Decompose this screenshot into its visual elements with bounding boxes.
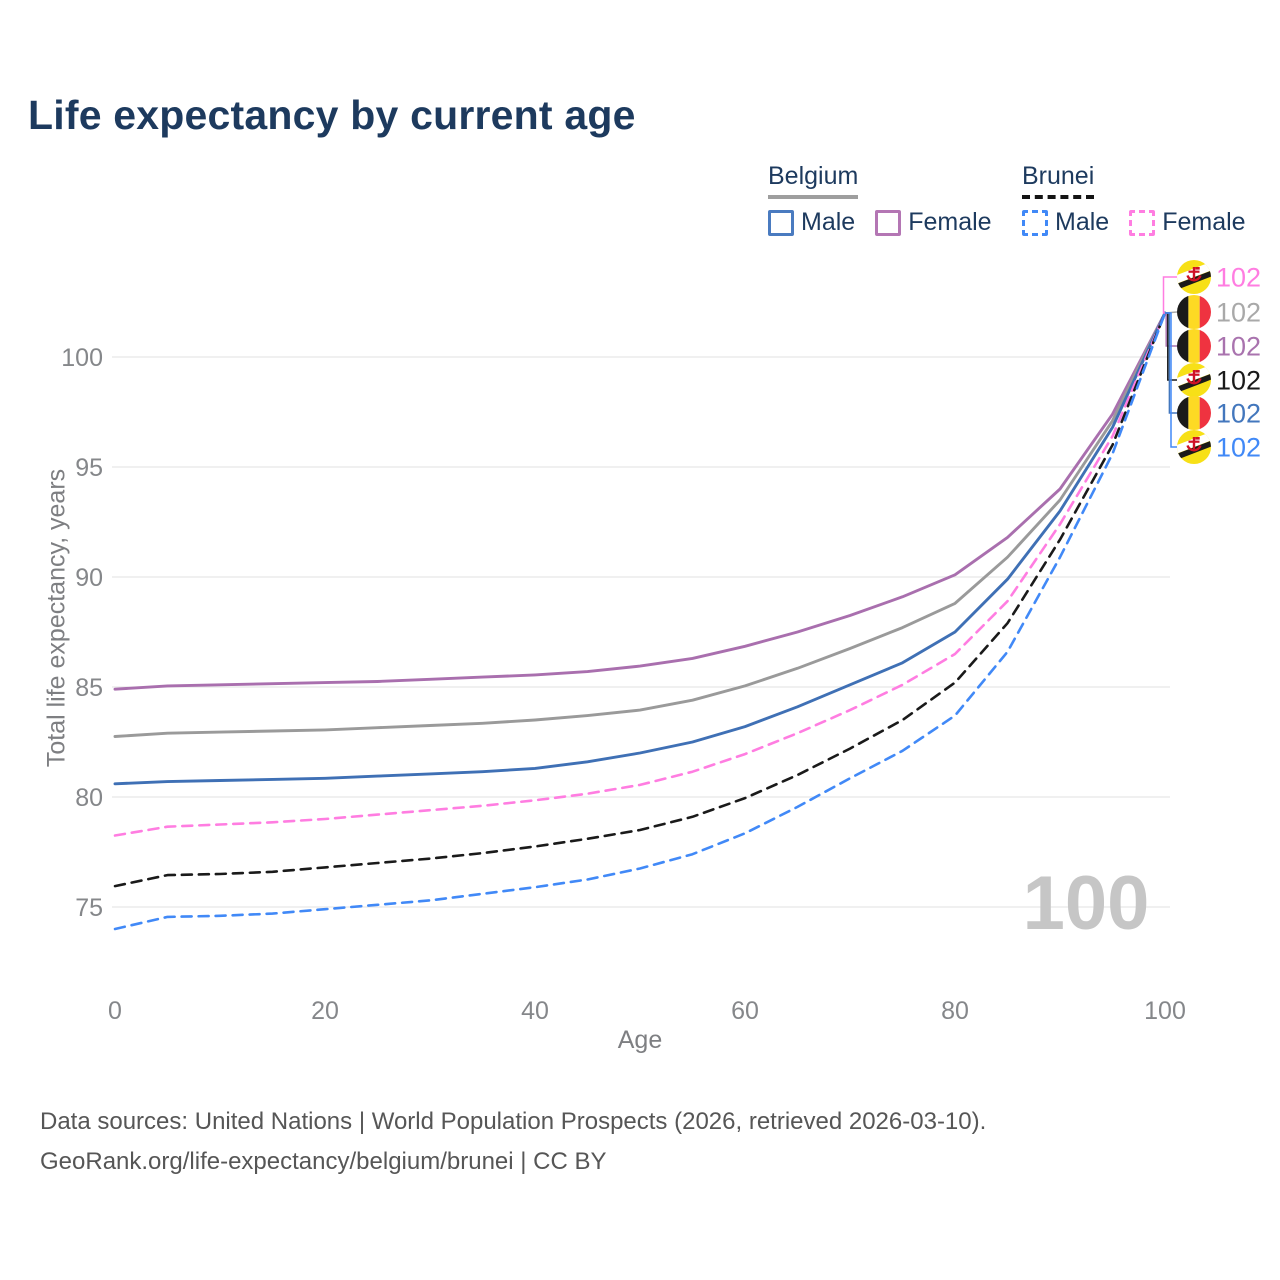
end-value-label-brunei-female[interactable]: 102 — [1216, 263, 1261, 293]
x-tick-label-100: 100 — [1144, 997, 1186, 1025]
series-line-belgium-female[interactable] — [113, 311, 1167, 691]
x-tick-label-80: 80 — [941, 997, 969, 1025]
brunei-flag-icon — [1177, 260, 1211, 294]
belgium-flag-icon — [1177, 396, 1211, 430]
end-value-label-brunei[interactable]: 102 — [1216, 366, 1261, 396]
end-value-label-belgium[interactable]: 102 — [1216, 298, 1261, 328]
leader-line-brunei-female — [1162, 276, 1177, 314]
footer-source: Data sources: United Nations | World Pop… — [40, 1108, 987, 1135]
legend-label-belgium-male[interactable]: Male — [801, 208, 856, 236]
leader-line-brunei-male — [1165, 312, 1177, 448]
x-tick-label-20: 20 — [311, 997, 339, 1025]
legend-swatch-brunei-female[interactable] — [1129, 209, 1156, 236]
series-line-brunei-all[interactable] — [113, 311, 1167, 888]
y-tick-label-75: 75 — [75, 894, 103, 922]
legend-country-brunei[interactable]: Brunei — [1022, 162, 1095, 199]
end-value-label-brunei-male[interactable]: 102 — [1216, 433, 1261, 463]
x-tick-label-60: 60 — [731, 997, 759, 1025]
legend-label-belgium-female[interactable]: Female — [908, 208, 992, 236]
legend-group-brunei: Brunei Male Female — [1022, 162, 1266, 237]
legend-label-brunei-male[interactable]: Male — [1055, 208, 1110, 236]
series-line-belgium-male[interactable] — [113, 311, 1167, 786]
brunei-flag-icon — [1177, 430, 1211, 464]
brunei-emblem — [1186, 370, 1202, 385]
legend-swatch-brunei-male[interactable] — [1022, 209, 1048, 236]
y-tick-label-90: 90 — [75, 564, 103, 592]
series-line-brunei-female[interactable] — [113, 311, 1167, 837]
brunei-emblem — [1186, 437, 1202, 452]
end-value-label-belgium-male[interactable]: 102 — [1216, 399, 1261, 429]
x-tick-label-40: 40 — [521, 997, 549, 1025]
legend-swatch-belgium-female[interactable] — [875, 209, 902, 236]
footer-attribution[interactable]: GeoRank.org/life-expectancy/belgium/brun… — [40, 1148, 607, 1175]
x-axis-title: Age — [617, 1026, 663, 1054]
y-tick-label-95: 95 — [75, 454, 103, 482]
y-tick-label-100: 100 — [61, 344, 103, 372]
y-tick-label-85: 85 — [75, 674, 103, 702]
brunei-flag-icon — [1177, 363, 1211, 397]
y-tick-label-80: 80 — [75, 784, 103, 812]
series-line-belgium-all[interactable] — [113, 311, 1167, 738]
legend-group-belgium: Belgium Male Female — [768, 162, 1012, 237]
page-title: Life expectancy by current age — [28, 92, 636, 138]
brunei-emblem — [1186, 267, 1202, 282]
legend-country-belgium[interactable]: Belgium — [768, 162, 859, 199]
belgium-flag-icon — [1177, 295, 1211, 329]
legend-label-brunei-female[interactable]: Female — [1162, 208, 1246, 236]
series-line-brunei-male[interactable] — [113, 311, 1167, 931]
x-tick-label-0: 0 — [108, 997, 122, 1025]
belgium-flag-icon — [1177, 329, 1211, 363]
legend-swatch-belgium-male[interactable] — [768, 209, 794, 236]
end-value-label-belgium-female[interactable]: 102 — [1216, 332, 1261, 362]
age-counter-watermark: 100 — [1022, 861, 1150, 946]
